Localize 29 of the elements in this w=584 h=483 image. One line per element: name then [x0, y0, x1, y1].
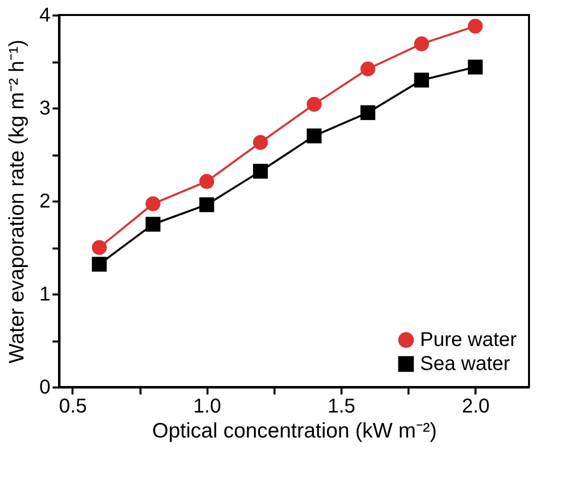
point — [306, 128, 322, 144]
x-tick-label: 2.0 — [462, 396, 490, 418]
x-tick-label: 0.5 — [59, 396, 87, 418]
x-axis-title: Optical concentration (kW m⁻²) — [152, 420, 437, 442]
point — [414, 36, 429, 52]
point — [146, 196, 160, 212]
point — [199, 174, 214, 189]
y-tick-label: 3 — [39, 98, 50, 120]
point — [306, 96, 322, 112]
point — [414, 72, 429, 88]
point — [92, 240, 107, 255]
x-tick-label: 1.5 — [328, 396, 356, 418]
y-tick-label: 0 — [39, 376, 50, 398]
point — [468, 18, 483, 34]
y-axis-title: Water evaporation rate (kg m⁻² h⁻¹) — [5, 40, 28, 364]
y-tick-label: 1 — [39, 284, 50, 306]
legend-label: Pure water — [420, 329, 518, 351]
point — [360, 105, 376, 120]
legend-label: Sea water — [420, 353, 510, 375]
y-tick-label: 4 — [39, 4, 50, 26]
x-tick-label: 1.0 — [193, 396, 222, 418]
point — [360, 62, 376, 76]
point — [199, 197, 214, 212]
point — [92, 256, 107, 272]
point — [146, 216, 160, 232]
y-tick-label: 2 — [39, 190, 50, 212]
point — [253, 135, 268, 150]
point — [253, 164, 268, 179]
point — [468, 60, 483, 74]
